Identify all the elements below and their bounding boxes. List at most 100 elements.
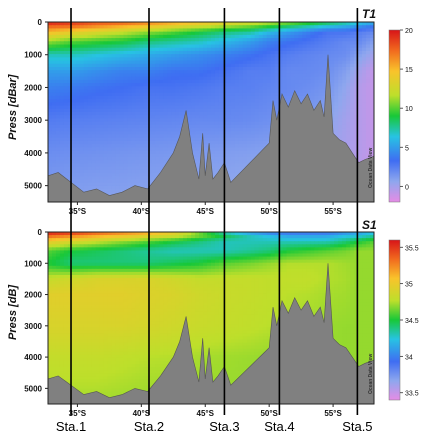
field-cell — [278, 60, 284, 65]
field-cell — [163, 144, 168, 148]
field-cell — [87, 22, 93, 26]
field-cell — [234, 70, 240, 75]
field-cell — [262, 63, 268, 68]
field-cell — [274, 63, 280, 68]
field-cell — [163, 102, 168, 107]
field-cell — [270, 22, 276, 26]
field-cell — [234, 173, 240, 177]
field-cell — [71, 28, 77, 33]
field-cell — [143, 147, 148, 152]
field-cell — [63, 54, 69, 58]
field-cell — [274, 241, 280, 245]
field-cell — [71, 166, 77, 171]
field-cell — [67, 118, 73, 123]
field-cell — [286, 99, 292, 103]
field-cell — [63, 86, 69, 91]
field-cell — [298, 67, 304, 71]
field-cell — [143, 95, 148, 100]
field-cell — [143, 144, 148, 148]
field-cell — [115, 189, 121, 193]
field-cell — [59, 137, 65, 142]
field-cell — [358, 157, 363, 161]
field-cell — [103, 169, 109, 174]
field-cell — [155, 63, 160, 68]
field-cell — [151, 95, 156, 100]
field-cell — [262, 140, 268, 145]
field-cell — [131, 128, 137, 132]
field-cell — [218, 160, 224, 165]
field-cell — [226, 25, 232, 30]
field-cell — [322, 44, 327, 49]
field-cell — [234, 86, 240, 91]
field-cell — [306, 22, 311, 26]
field-cell — [354, 140, 359, 145]
field-cell — [199, 73, 204, 78]
field-cell — [67, 105, 73, 110]
field-cell — [63, 115, 69, 120]
field-cell — [195, 144, 200, 148]
field-cell — [51, 76, 57, 81]
field-cell — [242, 128, 248, 132]
field-cell — [246, 99, 252, 103]
field-cell — [199, 105, 204, 110]
field-cell — [139, 108, 145, 113]
field-cell — [254, 128, 260, 132]
field-cell — [230, 163, 236, 168]
field-cell — [59, 169, 65, 174]
field-cell — [51, 54, 57, 58]
field-cell — [254, 34, 260, 39]
field-cell — [59, 118, 65, 123]
field-cell — [123, 176, 129, 181]
field-cell — [83, 150, 89, 155]
field-cell — [123, 153, 129, 158]
field-cell — [370, 140, 374, 145]
field-cell — [286, 86, 292, 91]
field-cell — [87, 25, 93, 30]
field-cell — [139, 38, 145, 42]
field-cell — [79, 131, 85, 136]
field-cell — [246, 47, 252, 52]
field-cell — [155, 76, 160, 81]
field-cell — [238, 38, 244, 42]
field-cell — [246, 137, 252, 142]
field-cell — [278, 79, 284, 84]
field-cell — [107, 79, 113, 84]
field-cell — [246, 241, 252, 245]
field-cell — [75, 157, 81, 161]
field-cell — [59, 31, 65, 36]
field-cell — [163, 134, 168, 139]
field-cell — [115, 118, 121, 123]
field-cell — [83, 160, 89, 165]
field-cell — [63, 173, 69, 177]
field-cell — [107, 160, 113, 165]
field-cell — [214, 118, 220, 123]
field-cell — [143, 112, 148, 116]
field-cell — [163, 31, 168, 36]
field-cell — [334, 73, 339, 78]
field-cell — [310, 92, 315, 97]
field-cell — [99, 137, 105, 142]
field-cell — [83, 128, 89, 132]
field-cell — [274, 238, 280, 242]
field-cell — [310, 241, 315, 245]
field-cell — [87, 60, 93, 65]
field-cell — [127, 99, 133, 103]
field-cell — [354, 99, 359, 103]
field-cell — [111, 31, 117, 36]
field-cell — [250, 134, 256, 139]
field-cell — [214, 232, 220, 236]
field-cell — [143, 157, 148, 161]
field-cell — [83, 63, 89, 68]
field-cell — [67, 83, 73, 87]
field-cell — [159, 22, 164, 26]
field-cell — [234, 147, 240, 152]
field-cell — [207, 102, 212, 107]
field-cell — [75, 60, 81, 65]
field-cell — [370, 102, 374, 107]
field-cell — [302, 73, 308, 78]
field-cell — [175, 31, 180, 36]
field-cell — [183, 25, 188, 30]
field-cell — [246, 60, 252, 65]
field-cell — [346, 140, 351, 145]
